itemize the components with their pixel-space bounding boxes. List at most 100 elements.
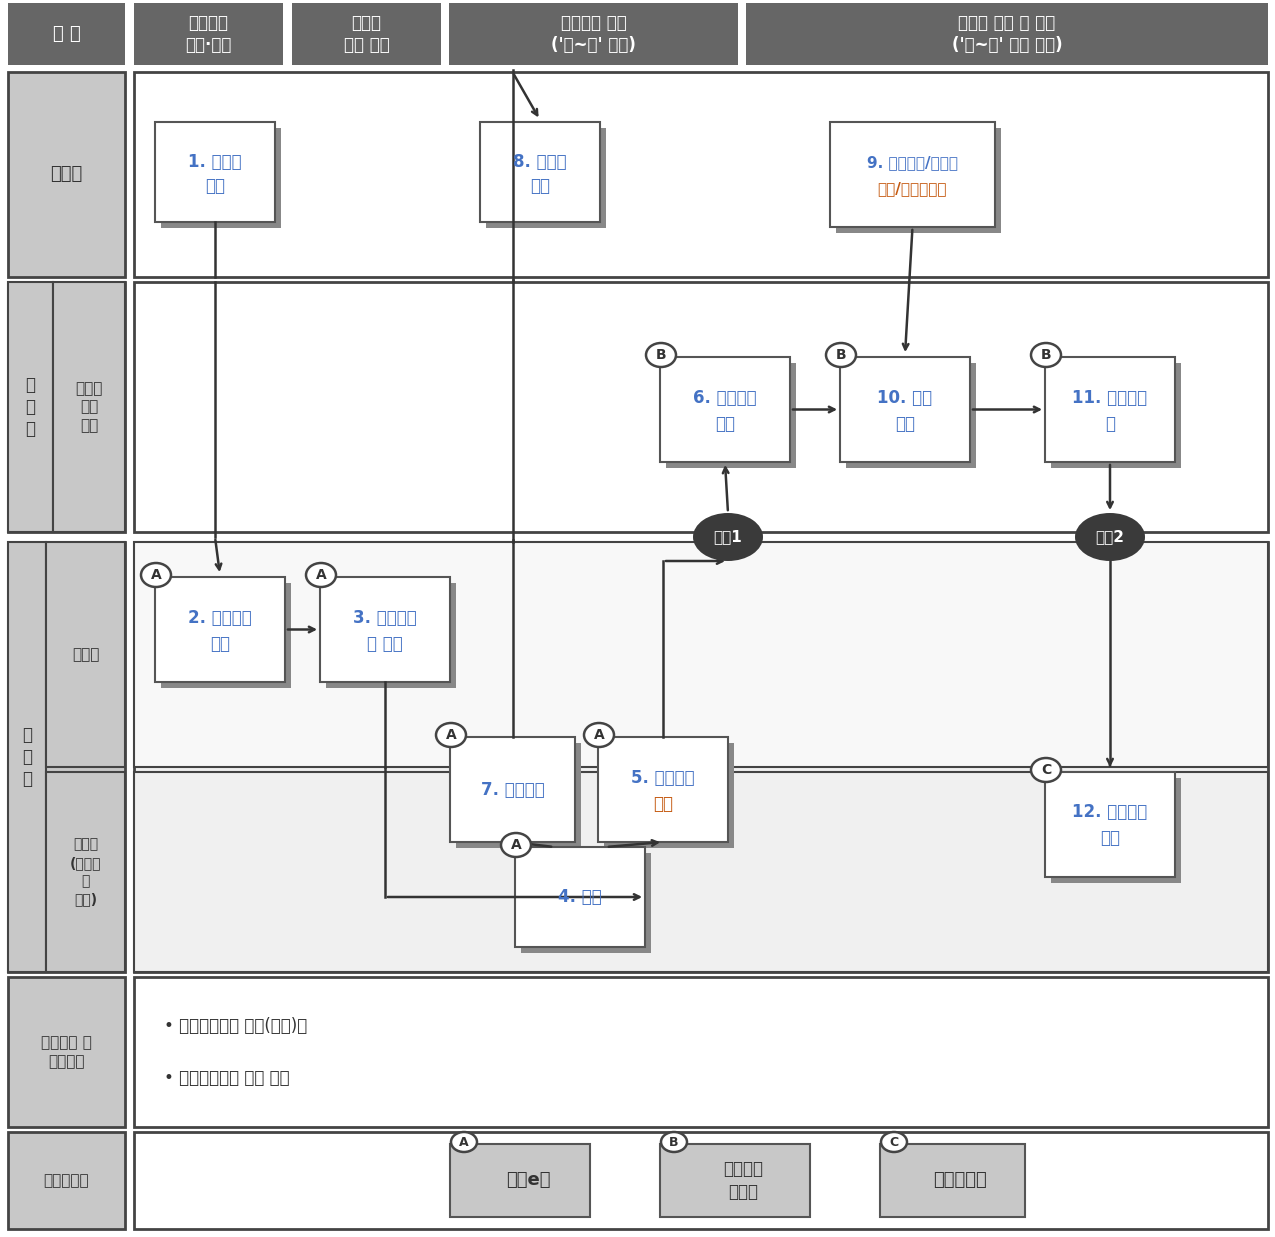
Text: 5. 결정정보: 5. 결정정보: [631, 768, 695, 787]
Bar: [8, 72, 125, 277]
Ellipse shape: [646, 343, 676, 367]
Bar: [161, 127, 280, 228]
Bar: [450, 737, 575, 842]
Bar: [1051, 362, 1181, 468]
Text: A: A: [594, 729, 604, 742]
Bar: [486, 127, 606, 228]
Text: B: B: [655, 348, 667, 362]
Text: A: A: [446, 729, 456, 742]
Bar: [660, 357, 790, 461]
Text: A: A: [316, 568, 326, 581]
Text: 구 분: 구 분: [52, 25, 80, 43]
Ellipse shape: [584, 722, 615, 747]
Text: 9. 회원가입/정회원: 9. 회원가입/정회원: [867, 155, 958, 169]
Text: A: A: [150, 568, 162, 581]
Ellipse shape: [142, 563, 171, 588]
Ellipse shape: [660, 1132, 687, 1152]
Ellipse shape: [1031, 758, 1061, 782]
Ellipse shape: [826, 343, 856, 367]
Ellipse shape: [694, 513, 762, 562]
Ellipse shape: [881, 1132, 907, 1152]
Ellipse shape: [451, 1132, 477, 1152]
Text: 제출: 제출: [205, 177, 224, 195]
Text: 등록: 등록: [210, 635, 229, 652]
Bar: [8, 977, 125, 1127]
Text: 신청인
소득 조사: 신청인 소득 조사: [344, 14, 389, 54]
Bar: [479, 122, 601, 221]
Text: 수신: 수신: [715, 414, 734, 433]
Text: C: C: [890, 1136, 899, 1148]
Bar: [46, 772, 125, 972]
Text: A: A: [510, 837, 521, 852]
Bar: [521, 854, 652, 952]
Text: 확인: 확인: [530, 177, 550, 195]
Ellipse shape: [306, 563, 337, 588]
Text: 범정부포털: 범정부포털: [933, 1171, 987, 1190]
Bar: [46, 542, 125, 767]
Text: • 정부지원자격 증빙 서류: • 정부지원자격 증빙 서류: [164, 1069, 289, 1086]
Bar: [1046, 772, 1176, 877]
Bar: [156, 576, 286, 682]
Text: 행복e음: 행복e음: [506, 1171, 551, 1190]
Bar: [8, 542, 125, 972]
Text: 아이돌봄
시스템: 아이돌봄 시스템: [723, 1160, 762, 1201]
Ellipse shape: [1075, 513, 1145, 562]
Bar: [515, 847, 645, 948]
Text: 서비스
제공
기관: 서비스 제공 기관: [75, 381, 103, 433]
Text: 읍면동: 읍면동: [71, 647, 99, 662]
Bar: [134, 542, 1269, 972]
Bar: [161, 583, 291, 688]
Text: 정부지원
신청·접수: 정부지원 신청·접수: [185, 14, 232, 54]
Bar: [134, 772, 1269, 972]
Bar: [449, 2, 738, 66]
Bar: [450, 1144, 590, 1217]
Bar: [8, 542, 46, 972]
Bar: [1051, 778, 1181, 883]
Text: B: B: [1040, 348, 1052, 362]
Text: 지
자
체: 지 자 체: [22, 726, 32, 788]
Text: 3. 소득조사: 3. 소득조사: [353, 609, 417, 626]
Bar: [8, 282, 54, 532]
Bar: [292, 2, 441, 66]
Text: 신청인: 신청인: [51, 166, 83, 183]
Bar: [8, 1132, 125, 1230]
Text: 11. 서비스연: 11. 서비스연: [1072, 388, 1148, 407]
Text: 신청/서비스신청: 신청/서비스신청: [877, 181, 947, 195]
Text: 8. 통지서: 8. 통지서: [513, 153, 567, 171]
Bar: [830, 122, 994, 228]
Bar: [604, 743, 734, 849]
Bar: [134, 977, 1269, 1127]
Text: 전송: 전송: [653, 794, 673, 813]
Text: 정보시스템: 정보시스템: [43, 1173, 89, 1188]
Text: 수신: 수신: [1100, 830, 1119, 847]
Text: 4. 결정: 4. 결정: [558, 888, 602, 905]
Bar: [156, 122, 275, 221]
Text: 1. 신청서: 1. 신청서: [189, 153, 242, 171]
Text: 12. 지급결과: 12. 지급결과: [1072, 804, 1148, 821]
Bar: [456, 743, 581, 849]
Text: 시군구
(아이돌
봄
담당): 시군구 (아이돌 봄 담당): [70, 837, 101, 907]
Text: 2. 신청정보: 2. 신청정보: [189, 609, 252, 626]
Bar: [134, 542, 1269, 767]
Text: 연계1: 연계1: [714, 529, 742, 544]
Bar: [134, 2, 283, 66]
Text: 여
가
부: 여 가 부: [26, 376, 36, 438]
Text: 및 등급: 및 등급: [367, 635, 403, 652]
Bar: [134, 1132, 1269, 1230]
Text: 등록: 등록: [895, 414, 915, 433]
Text: 서비스 신청 및 제공
('가~라' 유형 공통): 서비스 신청 및 제공 ('가~라' 유형 공통): [951, 14, 1062, 54]
Ellipse shape: [501, 833, 530, 857]
Bar: [54, 282, 125, 532]
Text: 정부지원 결정
('가~다' 유형): 정부지원 결정 ('가~다' 유형): [551, 14, 636, 54]
Text: 연계2: 연계2: [1095, 529, 1125, 544]
Bar: [836, 127, 1001, 233]
Bar: [1046, 357, 1176, 461]
Bar: [326, 583, 456, 688]
Text: 7. 결정통지: 7. 결정통지: [481, 781, 544, 799]
Text: 계: 계: [1105, 414, 1116, 433]
Bar: [8, 282, 125, 532]
Text: B: B: [669, 1136, 678, 1148]
Bar: [598, 737, 728, 842]
Bar: [840, 357, 970, 461]
Ellipse shape: [436, 722, 465, 747]
